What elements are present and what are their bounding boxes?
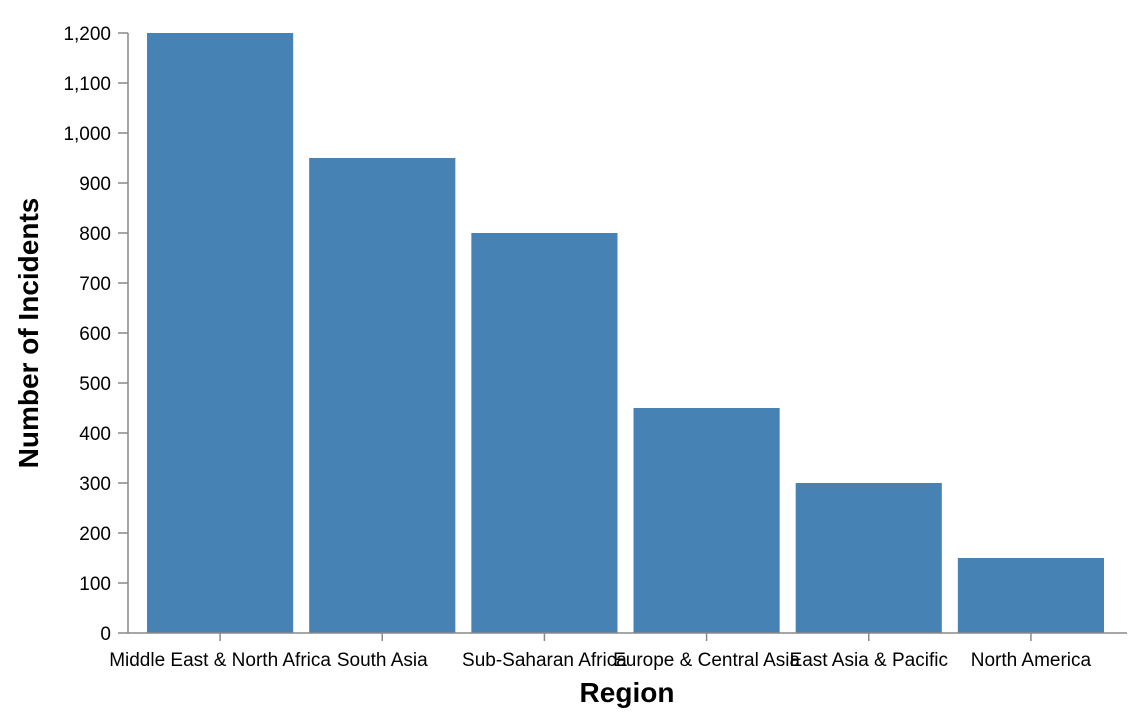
x-tick-label: Middle East & North Africa [109,650,331,671]
bars-group [147,33,1104,633]
y-tick-label: 800 [79,224,111,245]
bar [471,233,618,633]
bar [309,158,456,633]
x-tick-label: Europe & Central Asia [613,650,800,671]
y-axis-title: Number of Incidents [13,198,44,469]
y-tick-label: 1,100 [63,74,111,95]
y-tick-label: 500 [79,374,111,395]
x-tick-label: Sub-Saharan Africa [462,650,627,671]
y-tick-label: 300 [79,474,111,495]
bar [957,558,1104,633]
y-axis: 0 100 200 300 400 500 600 700 800 900 1,000 1,100 1,… [63,24,129,645]
x-tick-label: South Asia [337,650,428,671]
bar [795,483,942,633]
y-tick-label: 900 [79,174,111,195]
bar [633,408,780,633]
y-tick-label: 200 [79,524,111,545]
y-tick-label: 600 [79,324,111,345]
x-tick-label: East Asia & Pacific [790,650,948,671]
x-axis-title: Region [580,677,675,708]
y-tick-label: 1,200 [63,24,111,45]
bar [147,33,294,633]
y-tick-label: 0 [100,624,111,645]
y-tick-label: 100 [79,574,111,595]
y-tick-label: 1,000 [63,124,111,145]
y-tick-label: 700 [79,274,111,295]
x-axis: Middle East & North Africa South Asia Sub-… [109,632,1127,671]
y-tick-label: 400 [79,424,111,445]
x-tick-label: North America [971,650,1092,671]
